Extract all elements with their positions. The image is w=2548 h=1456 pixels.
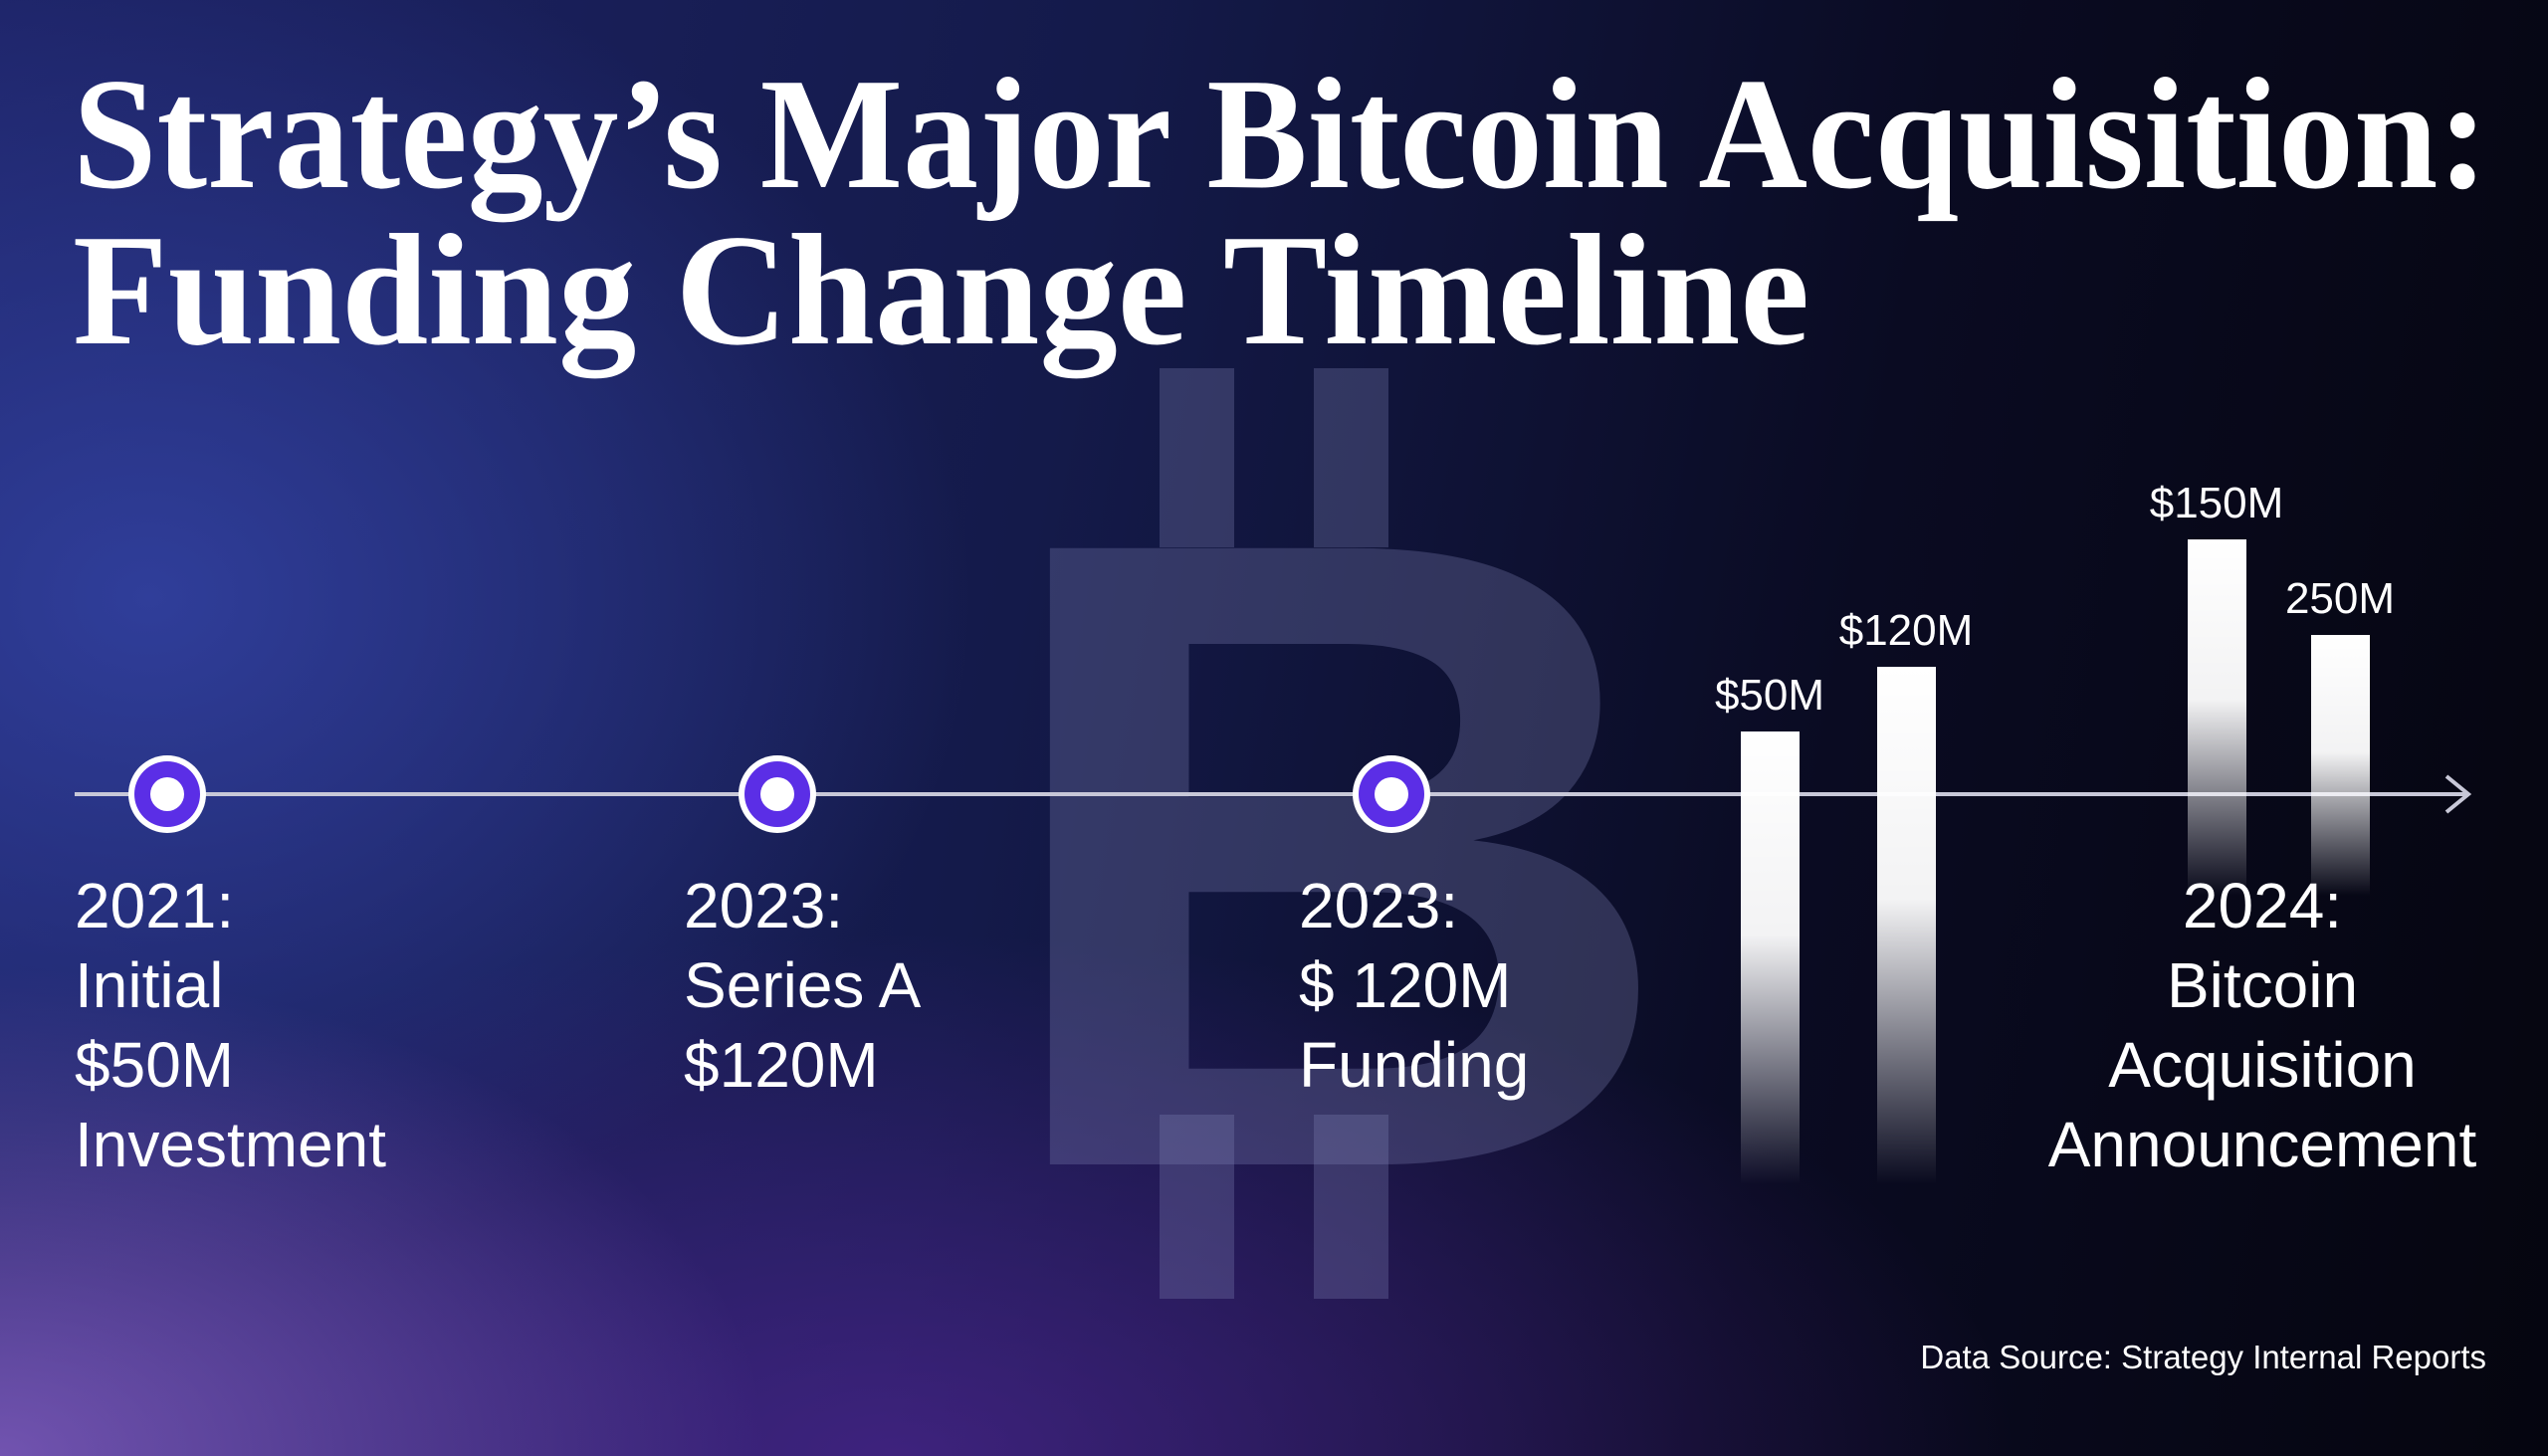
data-source-note: Data Source: Strategy Internal Reports <box>1920 1339 2486 1375</box>
bar-data-label: 250M <box>2285 574 2395 623</box>
event-line: $ 120M <box>1299 949 1512 1021</box>
bar-1 <box>1741 731 1800 1184</box>
timeline-event-2: 2023: Series A $120M <box>684 866 921 1105</box>
event-line: Investment <box>75 1109 387 1180</box>
bar-2 <box>1877 667 1936 1184</box>
timeline-node-3 <box>1353 755 1430 833</box>
timeline-event-4: 2024: Bitcoin Acquisition Announcement <box>2014 866 2511 1184</box>
event-line: Bitcoin <box>2166 949 2359 1021</box>
bar-data-label: $120M <box>1839 606 1974 655</box>
bar-data-label: $150M <box>2150 479 2284 527</box>
bar-data-label: $50M <box>1715 671 1824 720</box>
event-line: Announcement <box>2047 1109 2477 1180</box>
event-line: Acquisition <box>2108 1029 2417 1101</box>
event-line: Funding <box>1299 1029 1530 1101</box>
event-line: Series A <box>684 949 922 1021</box>
bitcoin-icon: B <box>985 353 1682 1354</box>
event-line: 2023: <box>1299 870 1459 941</box>
event-line: 2024: <box>2182 870 2343 941</box>
event-line: 2021: <box>75 870 235 941</box>
timeline-event-1: 2021: Initial $50M Investment <box>75 866 386 1184</box>
event-line: Initial <box>75 949 224 1021</box>
timeline-node-2 <box>739 755 816 833</box>
bar-3 <box>2188 539 2246 896</box>
arrow-head-icon <box>2444 774 2472 814</box>
title-line-1: Strategy’s Major Bitcoin Acquisition: <box>73 45 2488 223</box>
event-line: 2023: <box>684 870 844 941</box>
timeline-event-3: 2023: $ 120M Funding <box>1299 866 1529 1105</box>
event-line: $50M <box>75 1029 235 1101</box>
event-line: $120M <box>684 1029 879 1101</box>
bar-4 <box>2311 635 2370 896</box>
title-line-2: Funding Change Timeline <box>73 201 1809 379</box>
timeline-node-1 <box>128 755 206 833</box>
svg-text:B: B <box>985 353 1682 1354</box>
